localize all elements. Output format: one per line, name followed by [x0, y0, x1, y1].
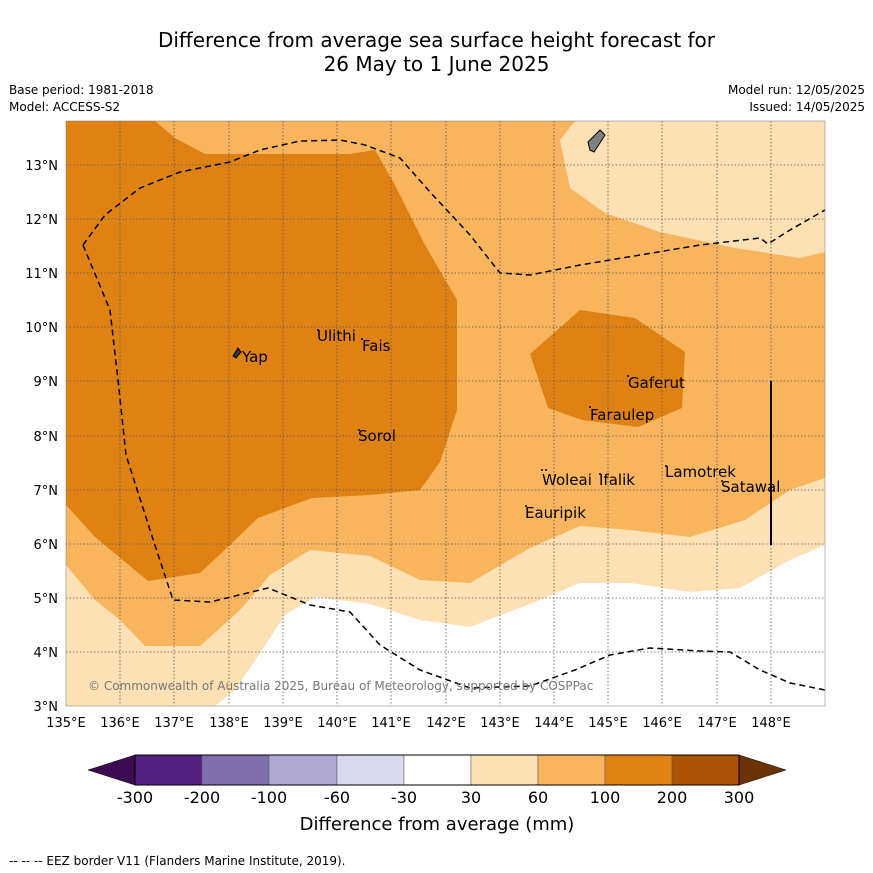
lat-tick: 7°N	[34, 484, 59, 499]
lat-tick: 11°N	[25, 267, 58, 282]
colorbar	[87, 754, 787, 786]
contour-100-200-west	[66, 121, 457, 581]
colorbar-tick: -30	[391, 788, 417, 807]
colorbar-tick: -300	[117, 788, 153, 807]
place-sorol: Sorol	[358, 427, 396, 445]
place-eauripik: Eauripik	[525, 504, 586, 522]
lat-tick: 4°N	[34, 646, 59, 661]
guam-island	[587, 129, 606, 153]
lat-tick: 12°N	[25, 213, 58, 228]
lat-tick: 10°N	[25, 321, 58, 336]
eez-borders	[82, 139, 825, 691]
colorbar-segment	[671, 754, 740, 786]
colorbar-segment	[268, 754, 338, 786]
lon-tick: 144°E	[534, 716, 574, 731]
colorbar-segment	[604, 754, 673, 786]
map-frame	[65, 120, 826, 707]
lon-tick: 148°E	[751, 716, 791, 731]
lon-tick: 135°E	[46, 716, 86, 731]
yap-island	[232, 347, 242, 359]
lon-tick: 137°E	[154, 716, 194, 731]
colorbar-tick: 200	[657, 788, 688, 807]
place-yap: Yap	[241, 348, 268, 366]
base-period: Base period: 1981-2018	[9, 83, 154, 97]
colorbar-label: Difference from average (mm)	[300, 814, 575, 835]
model-run: Model run: 12/05/2025	[727, 83, 865, 97]
lon-tick: 146°E	[642, 716, 682, 731]
place-lamotrek: Lamotrek	[665, 463, 736, 481]
lon-tick: 141°E	[371, 716, 411, 731]
place-satawal: Satawal	[721, 478, 780, 496]
lat-tick: 13°N	[25, 159, 58, 174]
model-name: Model: ACCESS-S2	[9, 100, 121, 114]
place-faraulep: Faraulep	[590, 406, 654, 424]
lon-tick: 140°E	[317, 716, 357, 731]
colorbar-tick: -200	[184, 788, 220, 807]
lon-tick: 143°E	[480, 716, 520, 731]
contour-100-200-east	[530, 310, 685, 427]
colorbar-segment	[470, 754, 539, 786]
atoll-dots	[317, 329, 723, 507]
colorbar-segment	[537, 754, 606, 786]
lat-axis: 3°N 4°N 5°N 6°N 7°N 8°N 9°N 10°N 11°N 12…	[25, 159, 58, 715]
title-line-1: Difference from average sea surface heig…	[157, 28, 716, 52]
issued-date: Issued: 14/05/2025	[749, 100, 865, 114]
colorbar-segment	[134, 754, 203, 786]
lat-tick: 6°N	[34, 538, 59, 553]
copyright-notice: © Commonwealth of Australia 2025, Bureau…	[88, 679, 593, 693]
place-gaferut: Gaferut	[628, 374, 685, 392]
eez-note: -- -- -- EEZ border V11 (Flanders Marine…	[9, 854, 346, 868]
place-fais: Fais	[362, 337, 391, 355]
eez-border-yap	[82, 244, 825, 691]
lon-tick: 139°E	[263, 716, 303, 731]
colorbar-segment	[201, 754, 270, 786]
colorbar-tick: 100	[590, 788, 621, 807]
colorbar-tick: -100	[251, 788, 287, 807]
lat-tick: 3°N	[34, 700, 59, 715]
colorbar-frame	[134, 754, 740, 786]
colorbar-segment	[336, 754, 405, 786]
lon-tick: 145°E	[588, 716, 628, 731]
colorbar-tick: 300	[724, 788, 755, 807]
place-woleai: Woleai	[542, 471, 592, 489]
lon-tick: 142°E	[426, 716, 466, 731]
lon-axis: 135°E 136°E 137°E 138°E 139°E 140°E 141°…	[46, 716, 791, 731]
lon-tick: 138°E	[209, 716, 249, 731]
title-line-2: 26 May to 1 June 2025	[323, 52, 550, 76]
colorbar-ticks: -300 -200 -100 -60 -30 30 60 100 200 300	[117, 788, 754, 807]
place-labels: Yap Ulithi Fais Sorol Gaferut Faraulep W…	[241, 327, 780, 522]
place-ulithi: Ulithi	[317, 327, 356, 345]
colorbar-tick: 60	[528, 788, 548, 807]
place-ifalik: Ifalik	[599, 471, 635, 489]
lon-tick: 147°E	[697, 716, 737, 731]
lat-tick: 9°N	[34, 375, 59, 390]
colorbar-arrow-right	[738, 754, 787, 786]
lon-tick: 136°E	[100, 716, 140, 731]
map-area	[66, 121, 825, 706]
colorbar-tick: -60	[324, 788, 350, 807]
grid	[66, 121, 825, 706]
lat-tick: 5°N	[34, 592, 59, 607]
lat-tick: 8°N	[34, 430, 59, 445]
eez-border-north	[82, 139, 825, 276]
colorbar-arrow-left	[87, 754, 136, 786]
colorbar-tick: 30	[461, 788, 481, 807]
colorbar-segment	[403, 754, 472, 786]
